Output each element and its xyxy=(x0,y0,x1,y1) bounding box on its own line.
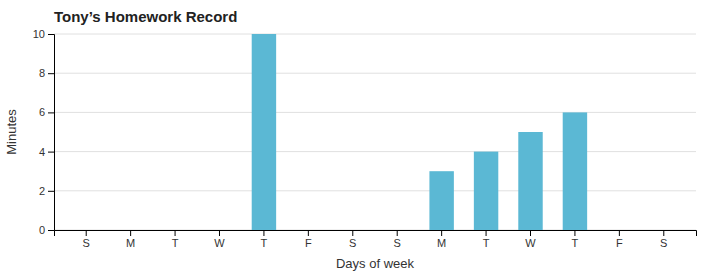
x-tick: M xyxy=(437,230,446,249)
y-tick-mark xyxy=(48,191,54,192)
y-tick-label: 0 xyxy=(39,224,45,236)
y-tick-label: 2 xyxy=(39,185,45,197)
x-tick-label: W xyxy=(214,237,225,249)
bar xyxy=(118,230,142,231)
x-tick: T xyxy=(572,230,579,249)
x-tick-label: M xyxy=(437,237,446,249)
x-tick-label: F xyxy=(305,237,312,249)
y-tick: 0 xyxy=(39,224,54,236)
grid-line xyxy=(54,34,696,35)
x-tick-label: S xyxy=(83,237,90,249)
x-tick-mark xyxy=(86,230,87,236)
x-tick: W xyxy=(214,230,225,249)
x-tick-mark xyxy=(397,230,398,236)
x-axis-title: Days of week xyxy=(336,256,415,271)
y-tick-mark xyxy=(48,112,54,113)
x-tick-label: T xyxy=(483,237,490,249)
x-tick: W xyxy=(525,230,536,249)
x-axis-line xyxy=(55,231,697,237)
bar xyxy=(296,230,320,231)
x-tick: T xyxy=(483,230,490,249)
chart-svg: S M T W T F S S M T W T F S 0 2 4 6 8 10 Tony’s Homework Rec… xyxy=(0,0,716,276)
chart-title: Tony’s Homework Record xyxy=(54,8,237,25)
bar xyxy=(652,230,676,231)
x-tick: S xyxy=(660,230,667,249)
bar xyxy=(607,230,631,231)
x-tick-label: W xyxy=(525,237,536,249)
bars xyxy=(252,34,587,230)
y-axis: 0 2 4 6 8 10 xyxy=(33,28,55,236)
bar xyxy=(163,230,187,231)
y-tick: 4 xyxy=(39,146,54,158)
x-tick: M xyxy=(126,230,135,249)
x-tick-label: T xyxy=(172,237,179,249)
y-tick-label: 8 xyxy=(39,67,45,79)
y-tick: 2 xyxy=(39,185,54,197)
grid-line xyxy=(54,190,696,191)
y-axis-line xyxy=(48,35,55,231)
grid-line xyxy=(54,112,696,113)
y-axis-title: Minutes xyxy=(4,109,19,155)
bar xyxy=(429,171,453,230)
bar xyxy=(385,230,409,231)
y-tick-label: 6 xyxy=(39,106,45,118)
x-tick-mark xyxy=(175,230,176,236)
x-tick: T xyxy=(261,230,268,249)
x-tick-label: F xyxy=(616,237,623,249)
grid xyxy=(54,34,696,230)
x-tick-mark xyxy=(441,230,442,236)
x-tick-mark xyxy=(219,230,220,236)
y-tick: 10 xyxy=(33,28,54,40)
x-tick: S xyxy=(349,230,356,249)
y-tick-mark xyxy=(48,230,54,231)
x-tick: T xyxy=(172,230,179,249)
bar xyxy=(207,230,231,231)
x-tick-mark xyxy=(486,230,487,236)
grid-line xyxy=(54,73,696,74)
x-tick-mark xyxy=(352,230,353,236)
y-tick-label: 4 xyxy=(39,146,45,158)
bar xyxy=(563,112,587,230)
x-tick-label: S xyxy=(349,237,356,249)
x-tick-mark xyxy=(574,230,575,236)
x-tick: F xyxy=(616,230,623,249)
grid-line xyxy=(54,151,696,152)
y-tick-mark xyxy=(48,152,54,153)
x-tick-mark xyxy=(530,230,531,236)
bar xyxy=(341,230,365,231)
bar xyxy=(474,152,498,230)
x-tick-label: M xyxy=(126,237,135,249)
x-tick-label: S xyxy=(394,237,401,249)
bar xyxy=(518,132,542,230)
x-tick-mark xyxy=(619,230,620,236)
x-tick-label: S xyxy=(660,237,667,249)
plot-area: S M T W T F S S M T W T F S 0 2 4 6 8 10 xyxy=(33,28,697,249)
y-tick-mark xyxy=(48,34,54,35)
x-tick: F xyxy=(305,230,312,249)
x-tick-label: T xyxy=(261,237,268,249)
x-axis: SMTWTFSSMTWTFS xyxy=(55,230,697,249)
x-tick-mark xyxy=(130,230,131,236)
bar xyxy=(252,34,276,230)
x-tick-mark xyxy=(263,230,264,236)
bar xyxy=(74,230,98,231)
y-tick-mark xyxy=(48,73,54,74)
y-tick-label: 10 xyxy=(33,28,45,40)
x-tick-mark xyxy=(663,230,664,236)
x-tick-mark xyxy=(308,230,309,236)
y-tick: 6 xyxy=(39,106,54,118)
x-tick: S xyxy=(83,230,90,249)
x-tick: S xyxy=(394,230,401,249)
x-tick-label: T xyxy=(572,237,579,249)
y-tick: 8 xyxy=(39,67,54,79)
